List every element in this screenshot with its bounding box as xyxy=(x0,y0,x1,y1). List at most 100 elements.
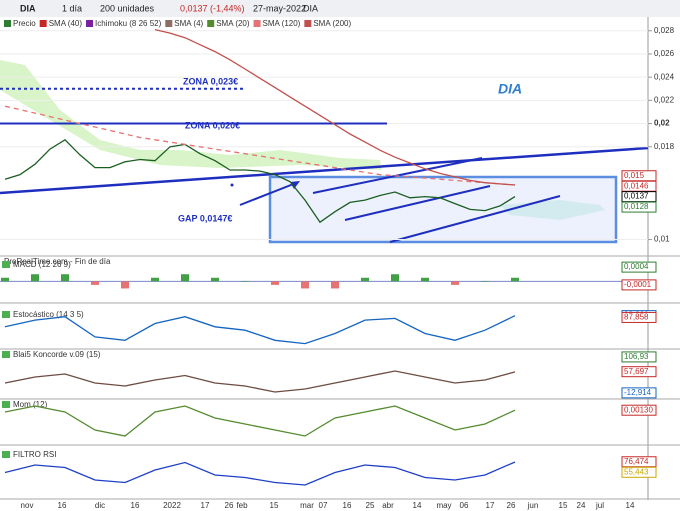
histogram-bar xyxy=(391,274,399,282)
x-tick-label: 17 xyxy=(201,501,210,510)
quote: 0,0137 (-1,44%) xyxy=(180,3,245,13)
value-tag xyxy=(621,456,657,468)
value-tag xyxy=(621,387,657,399)
annotation: ZONA 0,023€ xyxy=(183,76,238,86)
symbol[interactable]: DIA xyxy=(20,3,36,13)
trendline xyxy=(344,185,491,221)
x-tick-label: dic xyxy=(95,501,105,510)
legend-swatch xyxy=(165,20,173,27)
histogram-bar xyxy=(61,274,69,282)
trendline xyxy=(0,146,649,195)
units[interactable]: 200 unidades xyxy=(100,3,155,13)
y-tick-label: 0,01 xyxy=(654,235,670,244)
y-tick-label: 0,024 xyxy=(654,72,675,81)
histogram-bar xyxy=(1,277,9,282)
x-tick-label: abr xyxy=(382,501,394,510)
histogram-bar xyxy=(301,281,309,289)
legend-swatch xyxy=(253,20,261,27)
histogram-bar xyxy=(31,274,39,282)
series-line xyxy=(154,28,516,186)
annotation: ZONA 0,020€ xyxy=(185,120,240,130)
arrow xyxy=(239,182,297,206)
indicator-line xyxy=(4,405,516,437)
histogram-bar xyxy=(151,277,159,282)
legend-label: SMA (4) xyxy=(174,19,203,28)
period[interactable]: 1 día xyxy=(62,3,82,13)
histogram-bar xyxy=(91,281,99,285)
panel-title: FILTRO RSI xyxy=(13,450,56,459)
legend-swatch xyxy=(39,20,47,27)
toolbar xyxy=(0,0,680,17)
instrument-label: DIA xyxy=(498,81,522,97)
value-tag xyxy=(621,261,657,273)
histogram-bar xyxy=(421,277,429,282)
legend-swatch xyxy=(207,20,215,27)
panel-title-box xyxy=(2,351,10,358)
panel-title: Blai5 Koncorde v.09 (15) xyxy=(13,350,101,359)
legend-label: SMA (40) xyxy=(49,19,83,28)
legend-swatch xyxy=(4,20,11,27)
panel-title: Estocástico (14 3 5) xyxy=(13,310,84,319)
value-tag xyxy=(621,366,657,378)
value-tag-label: 0,0004 xyxy=(624,262,649,271)
panel-title-box xyxy=(2,311,10,318)
histogram-bar xyxy=(451,281,459,285)
y-tick-label: 0,02 xyxy=(654,119,670,128)
histogram-bar xyxy=(211,277,219,282)
x-tick-label: 24 xyxy=(577,501,586,510)
gap-marker xyxy=(230,183,234,187)
series-line xyxy=(4,138,516,224)
value-tag-label: -0,0001 xyxy=(624,280,652,289)
legend-label: SMA (20) xyxy=(216,19,250,28)
name: DIA xyxy=(303,3,318,13)
x-tick-label: 26 xyxy=(225,501,234,510)
legend-swatch xyxy=(86,20,94,27)
x-tick-label: feb xyxy=(236,501,248,510)
value-tag xyxy=(621,404,657,416)
histogram-bar xyxy=(271,281,279,285)
indicator-line xyxy=(4,461,516,486)
arrow-head xyxy=(290,181,300,189)
range-box xyxy=(268,175,618,244)
source: ProRealTime.com - Fin de día xyxy=(4,257,111,266)
value-tag-label: 0,00130 xyxy=(624,405,653,414)
histogram-bar xyxy=(241,281,249,282)
x-tick-label: 25 xyxy=(366,501,375,510)
legend-label: SMA (120) xyxy=(263,19,301,28)
panel-title: MACD (12 26 9) xyxy=(13,260,71,269)
x-tick-label: 15 xyxy=(559,501,568,510)
panel-title: Mom (12) xyxy=(13,400,48,409)
histogram-bar xyxy=(361,277,369,282)
x-tick-label: 06 xyxy=(460,501,469,510)
value-tag-label: -12,914 xyxy=(624,388,652,397)
date: 27-may-2022 xyxy=(253,3,306,13)
x-tick-label: mar xyxy=(300,501,314,510)
value-tag xyxy=(621,279,657,291)
y-tick-label: 0,028 xyxy=(654,26,675,35)
value-tag xyxy=(621,201,657,213)
y-tick-label: 0,018 xyxy=(654,142,675,151)
x-tick-label: 16 xyxy=(58,501,67,510)
legend-swatch xyxy=(304,20,312,27)
trendline xyxy=(389,195,561,243)
x-tick-label: 26 xyxy=(507,501,516,510)
value-tag xyxy=(621,466,657,478)
panel-title-box xyxy=(2,451,10,458)
x-tick-label: 07 xyxy=(319,501,328,510)
x-tick-label: may xyxy=(436,501,451,510)
indicator-line xyxy=(4,315,516,345)
value-tag-label: 0,0128 xyxy=(624,202,649,211)
ichimoku-cloud xyxy=(0,60,382,170)
x-tick-label: 2022 xyxy=(163,501,181,510)
legend-label: SMA (200) xyxy=(313,19,351,28)
x-tick-label: jun xyxy=(527,501,539,510)
value-tag-label: 57,697 xyxy=(624,367,649,376)
x-tick-label: 14 xyxy=(413,501,422,510)
legend-label: Ichimoku (8 26 52) xyxy=(95,19,162,28)
x-tick-label: 14 xyxy=(626,501,635,510)
histogram-bar xyxy=(181,274,189,282)
annotation: GAP 0,0147€ xyxy=(178,213,232,223)
value-tag-label: 0,015 xyxy=(624,171,645,180)
histogram-bar xyxy=(511,277,519,282)
